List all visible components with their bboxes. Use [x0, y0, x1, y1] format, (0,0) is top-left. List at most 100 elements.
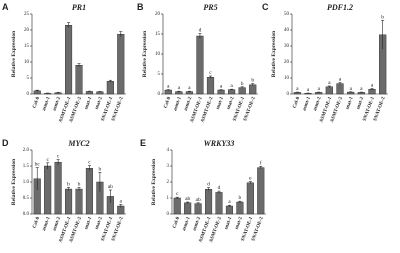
- bar: [106, 80, 114, 95]
- x-tick-label: snat-2: [226, 96, 235, 110]
- y-tick-label: 40: [284, 28, 290, 33]
- y-tick-label: 5: [158, 72, 161, 77]
- y-axis-label: Relative Expression: [151, 159, 157, 206]
- bar: [65, 25, 73, 95]
- x-tick-label: snat-1: [216, 96, 225, 110]
- bar: [85, 91, 93, 95]
- significance-letter: a: [339, 77, 342, 83]
- y-axis-label: Relative Expression: [11, 159, 17, 206]
- panel-label: D: [2, 138, 9, 148]
- bar: [85, 168, 93, 215]
- significance-letter: d: [199, 28, 202, 34]
- x-tick-label: snat-2: [95, 96, 104, 110]
- significance-letter: c: [46, 157, 49, 163]
- x-tick-label: snat-1: [84, 216, 93, 230]
- significance-letter: d: [218, 185, 221, 191]
- significance-letter: ab: [185, 196, 190, 202]
- significance-letter: e: [249, 176, 252, 182]
- significance-letter: b: [67, 181, 70, 187]
- significance-letter: ab: [196, 197, 201, 203]
- significance-letter: a: [349, 86, 352, 92]
- x-tick-label: snat-2: [356, 96, 365, 110]
- significance-letter: b: [99, 166, 102, 172]
- significance-letter: a: [307, 87, 310, 93]
- y-tick-label: 0: [27, 92, 30, 97]
- significance-letter: a: [328, 80, 331, 86]
- bar: [196, 35, 204, 95]
- x-tick-label: asmt-2: [192, 216, 202, 232]
- y-tick-label: 5: [27, 76, 30, 81]
- y-tick-label: 0.5: [23, 196, 30, 201]
- bar: [257, 167, 265, 215]
- significance-letter: a: [167, 84, 170, 90]
- significance-letter: a: [228, 199, 231, 205]
- x-tick-label: asmt-1: [42, 96, 52, 112]
- x-tick-label: snat-1: [345, 96, 354, 110]
- y-tick-label: 0: [287, 92, 290, 97]
- chart-title: WRKY33: [204, 139, 235, 148]
- y-axis-label: Relative Expression: [11, 31, 17, 78]
- y-tick-label: 3: [167, 164, 170, 169]
- bar: [194, 203, 202, 215]
- significance-letter: f: [260, 159, 262, 166]
- x-tick-label: snat-1: [224, 216, 233, 230]
- bar: [249, 84, 257, 95]
- x-tick-label: Col-0: [164, 96, 173, 109]
- x-tick-label: asmt-2: [52, 216, 62, 232]
- significance-letter: a: [120, 198, 123, 204]
- bar: [217, 89, 225, 95]
- y-tick-label: 1.5: [23, 164, 30, 169]
- bar: [164, 89, 172, 95]
- chart-title: PDF1.2: [327, 3, 353, 12]
- panel-label: B: [137, 2, 144, 12]
- panel-label: C: [262, 2, 269, 12]
- x-tick-label: asmt-2: [52, 96, 62, 112]
- y-tick-label: 10: [155, 52, 161, 57]
- y-axis-label: Relative Expression: [142, 31, 148, 78]
- y-tick-label: 1.0: [23, 180, 30, 185]
- significance-letter: bc: [35, 162, 41, 168]
- bar: [325, 86, 333, 95]
- bar: [225, 205, 233, 215]
- significance-letter: a: [317, 86, 320, 92]
- bar: [368, 88, 376, 95]
- significance-letter: c: [57, 154, 60, 160]
- bar: [44, 165, 52, 215]
- significance-letter: a: [371, 83, 374, 89]
- bar: [65, 188, 73, 215]
- x-tick-label: asmt-2: [313, 96, 323, 112]
- bar: [117, 33, 125, 95]
- x-tick-label: Col-0: [32, 216, 41, 229]
- bar: [238, 87, 246, 95]
- significance-letter: c: [209, 70, 212, 76]
- y-tick-label: 10: [284, 76, 290, 81]
- significance-letter: b: [251, 78, 254, 84]
- bar: [336, 83, 344, 95]
- panel-label: E: [140, 138, 146, 148]
- bar: [75, 188, 83, 215]
- significance-letter: a: [220, 84, 223, 90]
- chart-title: MYC2: [67, 139, 89, 148]
- y-tick-label: 15: [155, 32, 161, 37]
- significance-letter: ab: [108, 184, 113, 190]
- significance-letter: a: [178, 85, 181, 91]
- y-axis-label: Relative Expression: [271, 31, 277, 78]
- significance-letter: b: [239, 195, 242, 201]
- y-tick-label: 0: [158, 92, 161, 97]
- x-tick-label: asmt-1: [302, 96, 312, 112]
- bar: [96, 91, 104, 95]
- x-tick-label: snat-2: [235, 216, 244, 230]
- bar: [215, 192, 223, 215]
- chart-title: PR5: [203, 3, 217, 12]
- panel-label: A: [2, 2, 9, 12]
- x-tick-label: asmt-2: [184, 96, 194, 112]
- significance-letter: b: [78, 181, 81, 187]
- significance-letter: c: [176, 191, 179, 197]
- bar: [236, 201, 244, 215]
- chart-title: PR1: [72, 3, 86, 12]
- y-tick-label: 25: [24, 12, 30, 17]
- y-tick-label: 20: [24, 28, 30, 33]
- significance-letter: a: [230, 83, 233, 89]
- bar: [54, 161, 62, 215]
